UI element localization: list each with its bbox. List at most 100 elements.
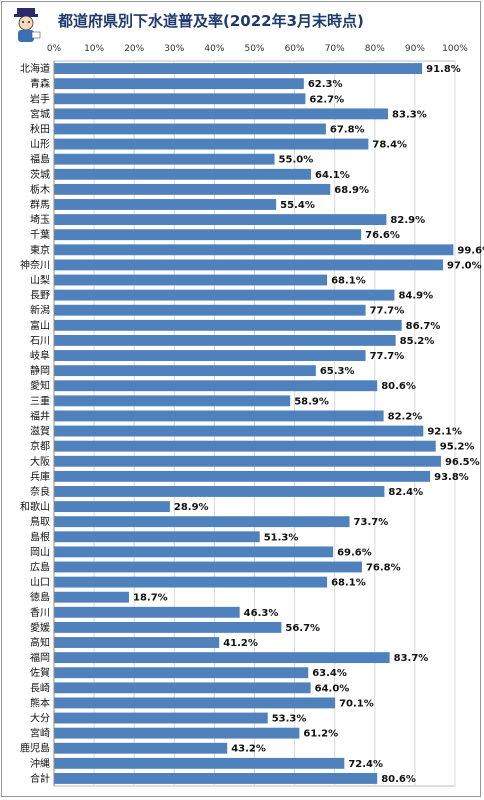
x-tick-label: 10% (84, 44, 104, 54)
bar (54, 63, 423, 74)
category-label: 長崎 (30, 681, 50, 694)
category-label: 東京 (30, 243, 50, 256)
data-label: 65.3% (320, 366, 355, 377)
category-label: 鳥取 (30, 515, 50, 528)
category-label: 山形 (30, 139, 50, 151)
category-label: 静岡 (30, 364, 50, 377)
bar (54, 214, 387, 226)
data-label: 83.3% (392, 109, 427, 120)
category-label: 愛知 (30, 379, 50, 392)
category-label: 和歌山 (20, 500, 50, 513)
data-label: 72.4% (348, 759, 383, 770)
category-label: 高知 (30, 636, 50, 649)
data-label: 46.3% (244, 608, 279, 619)
x-tick-label: 70% (325, 44, 345, 54)
category-label: 群馬 (30, 198, 50, 211)
bar (54, 153, 275, 165)
bar (54, 470, 431, 482)
data-label: 82.9% (390, 215, 425, 226)
category-label: 茨城 (30, 168, 50, 181)
data-label: 41.2% (223, 638, 258, 649)
category-label: 京都 (30, 440, 50, 453)
data-label: 86.7% (406, 321, 441, 332)
category-label: 三重 (30, 394, 50, 407)
bar (54, 667, 309, 679)
category-label: 沖縄 (30, 757, 50, 770)
x-tick-label: 100% (442, 44, 468, 54)
bar (54, 606, 240, 618)
bar (54, 168, 312, 180)
data-label: 92.1% (427, 427, 462, 438)
data-label: 80.6% (381, 774, 416, 785)
category-label: 広島 (30, 560, 50, 573)
data-label: 68.9% (334, 185, 369, 196)
category-label: 鹿児島 (20, 742, 50, 755)
bar (54, 516, 350, 528)
category-label: 北海道 (20, 62, 50, 75)
category-label: 新潟 (30, 304, 50, 317)
data-label: 43.2% (231, 744, 266, 755)
data-label: 56.7% (285, 623, 320, 634)
bar (54, 93, 306, 105)
data-label: 77.7% (370, 351, 405, 362)
category-label: 石川 (30, 336, 50, 347)
data-label: 28.9% (174, 502, 209, 513)
category-label: 大阪 (30, 455, 50, 468)
data-label: 83.7% (394, 653, 429, 664)
bar (54, 395, 291, 407)
data-label: 82.2% (388, 411, 423, 422)
category-label: 奈良 (30, 485, 50, 498)
bar (54, 652, 390, 664)
bar (54, 637, 220, 648)
bar (54, 561, 362, 573)
bar (54, 365, 316, 377)
data-label: 64.0% (315, 683, 350, 694)
category-label: 合計 (30, 772, 50, 785)
x-tick-label: 0% (47, 44, 62, 54)
category-label: 滋賀 (30, 425, 50, 438)
bar (54, 576, 328, 588)
category-label: 栃木 (30, 183, 50, 196)
category-label: 長野 (30, 290, 50, 302)
data-label: 68.1% (331, 276, 366, 287)
bar (54, 350, 366, 361)
data-label: 93.8% (434, 472, 469, 483)
data-label: 99.6% (457, 245, 484, 256)
bar (54, 486, 385, 497)
bar (54, 712, 268, 724)
data-label: 70.1% (339, 698, 374, 709)
x-tick-label: 60% (285, 44, 305, 54)
data-label: 96.5% (445, 457, 480, 468)
data-label: 58.9% (294, 396, 329, 407)
category-label: 徳島 (30, 591, 50, 604)
category-label: 宮城 (30, 107, 50, 120)
data-label: 76.8% (366, 562, 401, 573)
bar (54, 410, 384, 422)
category-label: 千葉 (30, 228, 50, 241)
chart-title: 都道府県別下水道普及率(2022年3月末時点) (58, 12, 364, 30)
data-label: 69.6% (337, 547, 372, 558)
category-label: 岩手 (30, 92, 50, 105)
data-label: 53.3% (272, 714, 307, 725)
bar (54, 501, 170, 513)
bar (54, 591, 129, 603)
category-label: 宮崎 (30, 727, 50, 740)
data-label: 62.7% (309, 94, 344, 105)
category-label: 青森 (30, 77, 50, 90)
category-label: 佐賀 (30, 667, 50, 679)
category-label: 福島 (30, 153, 50, 166)
x-tick-label: 50% (244, 44, 264, 54)
bar (54, 334, 396, 346)
category-label: 山口 (30, 577, 50, 589)
data-label: 76.6% (365, 230, 400, 241)
bar (54, 123, 326, 135)
bar (54, 229, 362, 241)
category-label: 兵庫 (30, 470, 50, 483)
bar (54, 425, 424, 437)
bar (54, 773, 378, 784)
category-label: 埼玉 (30, 213, 50, 226)
category-label: 島根 (30, 530, 50, 543)
bar (54, 244, 454, 256)
data-label: 68.1% (331, 578, 366, 589)
